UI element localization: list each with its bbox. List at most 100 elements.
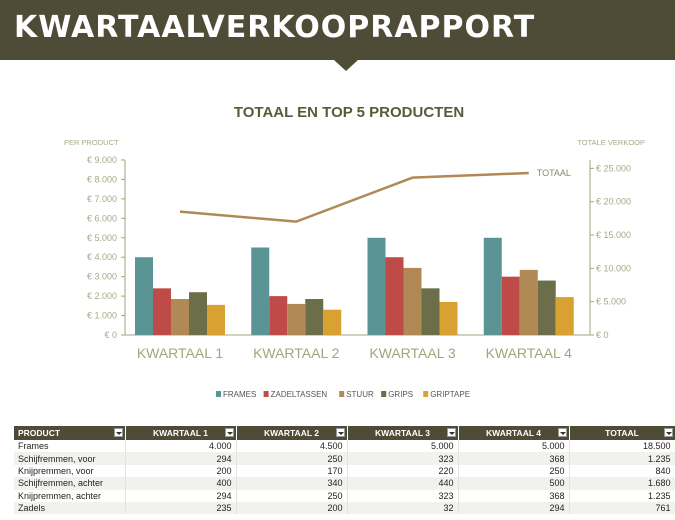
value-cell[interactable]: 235 [125,501,237,515]
report-banner: KWARTAALVERKOOPRAPPORT [0,0,675,60]
value-cell[interactable]: 170 [236,464,348,478]
left-axis-tick-label: € 2.000 [87,291,117,301]
table-row: Knijpremmen, voor 200 170 220 250 840 [14,464,675,478]
value-cell[interactable]: 200 [236,501,348,515]
sales-table: PRODUCT KWARTAAL 1 KWARTAAL 2 KWARTAAL 3 KWA… [14,426,675,515]
value-cell[interactable]: 1.680 [569,477,675,490]
value-cell[interactable]: 400 [125,477,237,490]
total-line-label: TOTAAL [537,168,571,178]
value-cell[interactable]: 761 [569,501,675,515]
legend-swatch-stuur [339,391,345,397]
value-cell[interactable]: 840 [569,464,675,478]
x-axis-category-label: KWARTAAL 2 [253,345,340,361]
bar-grips-q4 [537,280,556,335]
value-cell[interactable]: 5.000 [458,440,570,453]
legend-label-stuur: STUUR [346,390,374,399]
table-row: Schijfremmen, voor 294 250 323 368 1.235 [14,452,675,465]
x-axis-category-label: KWARTAAL 3 [369,345,456,361]
legend-label-griptape: GRIPTAPE [430,390,470,399]
product-name-cell[interactable]: Zadels [14,501,126,515]
filter-dropdown-icon[interactable] [113,428,123,437]
product-name-cell[interactable]: Schijfremmen, achter [14,477,126,490]
value-cell[interactable]: 340 [236,477,348,490]
left-axis-tick-label: € 7.000 [87,194,117,204]
left-axis-title: PER PRODUCT [64,138,119,147]
value-cell[interactable]: 500 [458,477,570,490]
bar-frames-q2 [251,247,270,335]
column-header[interactable]: KWARTAAL 2 [236,426,348,440]
filter-dropdown-icon[interactable] [224,428,234,437]
product-name-cell[interactable]: Knijpremmen, voor [14,464,126,478]
value-cell[interactable]: 323 [347,452,459,465]
legend-label-frames: FRAMES [223,390,256,399]
column-header[interactable]: PRODUCT [14,426,126,440]
value-cell[interactable]: 250 [236,452,348,465]
right-axis-title: TOTALE VERKOOP [577,138,645,147]
column-header[interactable]: KWARTAAL 1 [125,426,237,440]
product-name-cell[interactable]: Knijpremmen, achter [14,489,126,502]
value-cell[interactable]: 4.000 [125,440,237,453]
x-axis-category-label: KWARTAAL 4 [486,345,573,361]
value-cell[interactable]: 200 [125,464,237,478]
right-axis-tick-label: € 5.000 [596,297,626,307]
bar-frames-q4 [483,237,502,335]
left-axis-tick-label: € 0 [104,330,117,340]
column-header-label: KWARTAAL 1 [153,428,208,438]
chart-title: TOTAAL EN TOP 5 PRODUCTEN [234,104,464,121]
value-cell[interactable]: 294 [125,489,237,502]
bar-zadeltassen-q4 [501,276,520,335]
bar-frames-q1 [135,257,153,335]
value-cell[interactable]: 32 [347,501,459,515]
left-axis-tick-label: € 1.000 [87,311,117,321]
column-header-label: KWARTAAL 3 [375,428,430,438]
column-header-label: KWARTAAL 2 [264,428,319,438]
product-name-cell[interactable]: Frames [14,440,126,453]
column-header[interactable]: TOTAAL [569,426,675,440]
x-axis-category-label: KWARTAAL 1 [137,345,224,361]
legend-swatch-zadeltassen [263,391,269,397]
bar-stuur-q1 [171,299,189,335]
right-axis-tick-label: € 25.000 [596,163,631,173]
filter-dropdown-icon[interactable] [557,428,567,437]
bar-grips-q2 [305,299,324,335]
value-cell[interactable]: 1.235 [569,489,675,502]
total-line [179,171,529,223]
value-cell[interactable]: 220 [347,464,459,478]
bar-griptape-q3 [439,301,458,335]
value-cell[interactable]: 440 [347,477,459,490]
value-cell[interactable]: 4.500 [236,440,348,453]
bar-frames-q3 [367,237,386,335]
filter-dropdown-icon[interactable] [663,428,673,437]
left-axis-tick-label: € 8.000 [87,174,117,184]
value-cell[interactable]: 323 [347,489,459,502]
bar-stuur-q4 [519,269,538,335]
right-axis-tick-label: € 0 [596,330,609,340]
legend-swatch-grips [381,391,387,397]
value-cell[interactable]: 250 [236,489,348,502]
bar-grips-q1 [189,292,207,335]
bar-griptape-q1 [207,304,225,335]
right-axis-tick-label: € 10.000 [596,263,631,273]
product-name-cell[interactable]: Schijfremmen, voor [14,452,126,465]
column-header[interactable]: KWARTAAL 4 [458,426,570,440]
left-axis-tick-label: € 4.000 [87,252,117,262]
value-cell[interactable]: 18.500 [569,440,675,453]
column-header-label: TOTAAL [605,428,639,438]
table-row: Knijpremmen, achter 294 250 323 368 1.235 [14,489,675,502]
sales-chart[interactable]: TOTAAL EN TOP 5 PRODUCTEN PER PRODUCT TOTA… [0,90,675,420]
filter-dropdown-icon[interactable] [335,428,345,437]
left-axis-tick-label: € 5.000 [87,233,117,243]
legend-swatch-frames [216,391,221,397]
value-cell[interactable]: 294 [458,501,570,515]
value-cell[interactable]: 5.000 [347,440,459,453]
value-cell[interactable]: 368 [458,452,570,465]
table-header-row: PRODUCT KWARTAAL 1 KWARTAAL 2 KWARTAAL 3 KWA… [14,426,675,440]
bar-zadeltassen-q1 [153,288,171,335]
filter-dropdown-icon[interactable] [446,428,456,437]
value-cell[interactable]: 1.235 [569,452,675,465]
column-header[interactable]: KWARTAAL 3 [347,426,459,440]
value-cell[interactable]: 368 [458,489,570,502]
value-cell[interactable]: 250 [458,464,570,478]
legend-label-zadeltassen: ZADELTASSEN [271,390,328,399]
value-cell[interactable]: 294 [125,452,237,465]
